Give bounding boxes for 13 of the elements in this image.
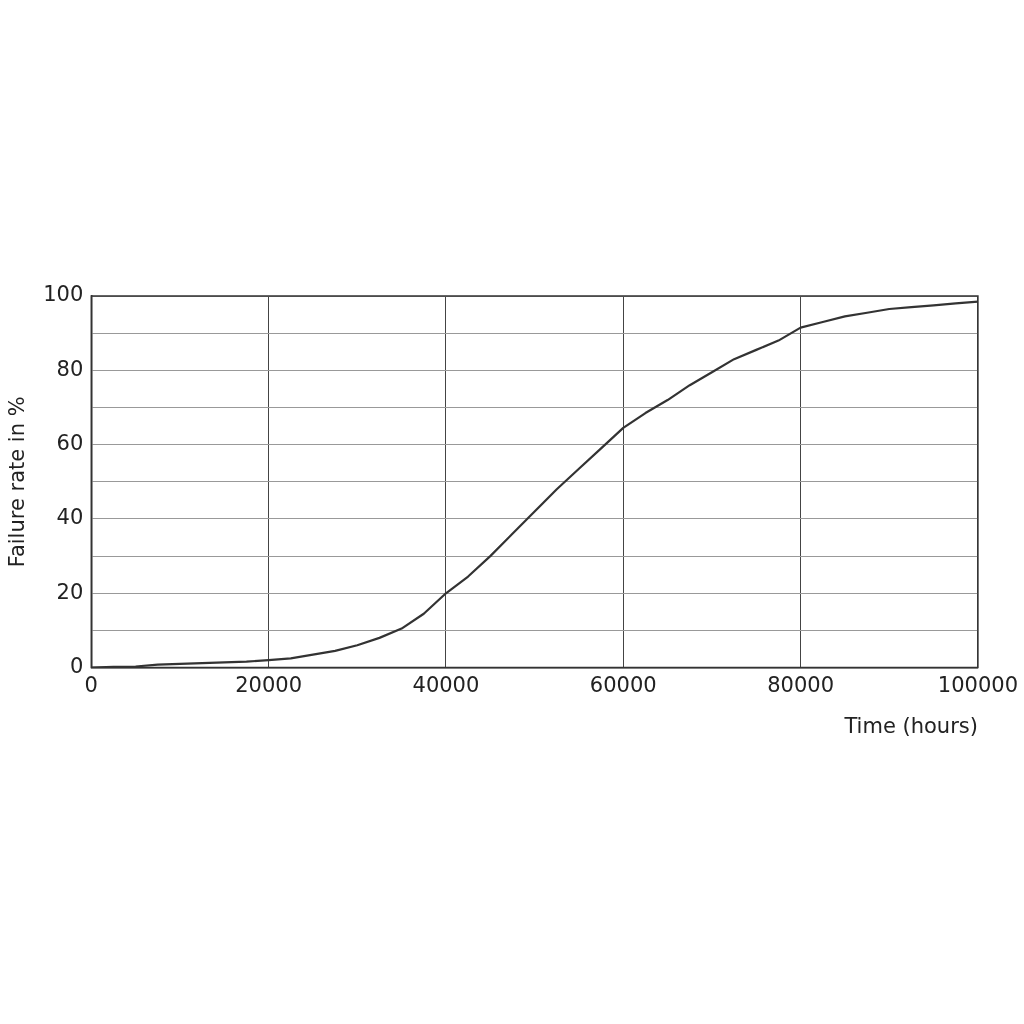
x-tick-label: 20000 bbox=[235, 672, 303, 697]
y-tick-label: 100 bbox=[43, 282, 84, 307]
x-tick-label: 60000 bbox=[589, 672, 657, 697]
y-tick-label: 40 bbox=[56, 505, 84, 530]
y-tick-label: 80 bbox=[56, 356, 84, 381]
x-axis-title: Time (hours) bbox=[843, 713, 978, 738]
y-tick-label: 20 bbox=[56, 579, 84, 604]
x-tick-label: 40000 bbox=[412, 672, 480, 697]
x-tick-label: 80000 bbox=[767, 672, 834, 697]
x-tick-label: 100000 bbox=[937, 672, 1018, 697]
y-axis-title: Failure rate in % bbox=[5, 396, 30, 568]
y-tick-label: 60 bbox=[56, 431, 84, 456]
y-tick-label: 0 bbox=[69, 654, 84, 679]
